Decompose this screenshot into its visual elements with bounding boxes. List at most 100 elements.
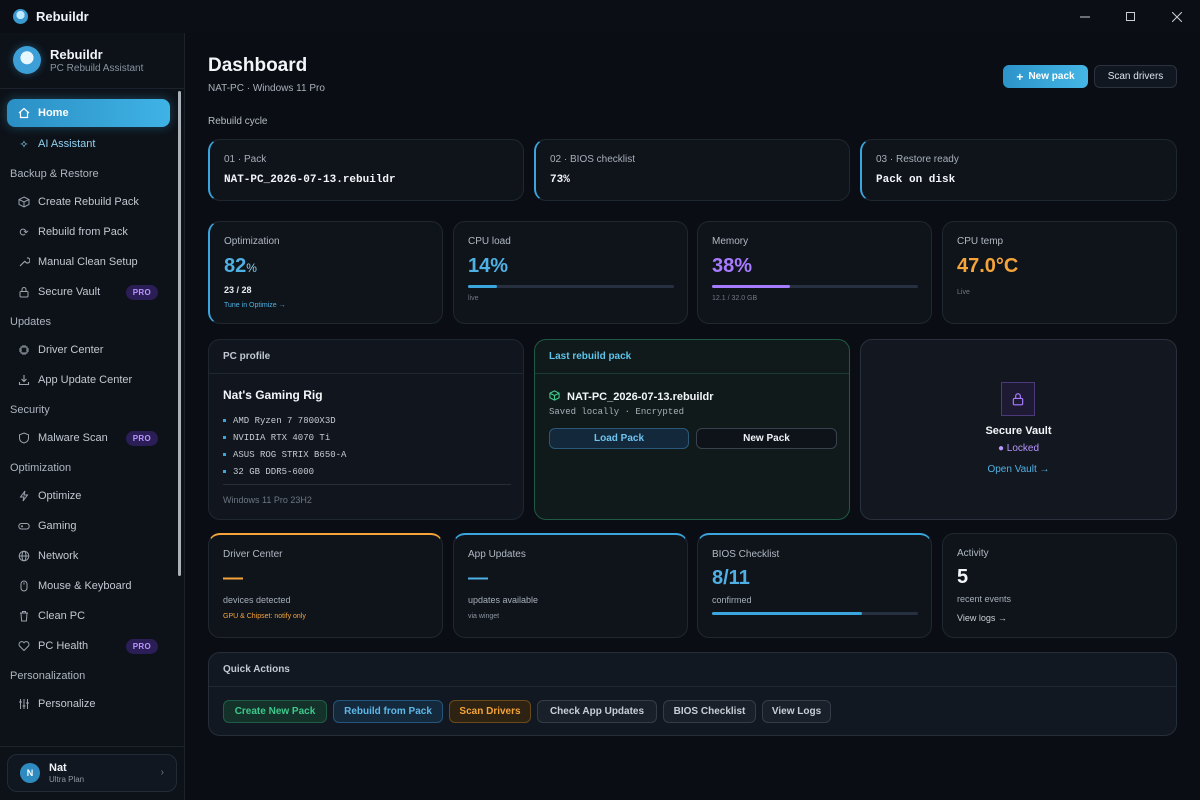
cycle-step-value: Pack on disk xyxy=(876,174,956,186)
load-pack-button[interactable]: Load Pack xyxy=(549,428,689,449)
cpu-load-label: CPU load xyxy=(468,236,511,247)
qa-view-logs-button[interactable]: View Logs xyxy=(762,700,831,723)
memory-bar-fill xyxy=(712,285,791,288)
sidebar-item-label: Personalize xyxy=(38,698,96,710)
sidebar-item-pc-health[interactable]: PC Health PRO xyxy=(7,631,170,661)
new-pack-label: New pack xyxy=(1028,71,1075,82)
app-updates-card[interactable]: App Updates — updates available via wing… xyxy=(453,533,688,638)
pro-badge: PRO xyxy=(125,285,158,300)
sidebar-item-label: Gaming xyxy=(38,520,77,532)
new-pack-secondary-button[interactable]: New Pack xyxy=(696,428,837,449)
sliders-icon xyxy=(18,698,30,710)
open-vault-link[interactable]: Open Vault → xyxy=(987,464,1050,475)
pro-badge: PRO xyxy=(125,639,158,654)
cycle-step-pack[interactable]: 01 · Pack NAT-PC_2026-07-13.rebuildr xyxy=(208,139,524,201)
qa-bios-checklist-button[interactable]: BIOS Checklist xyxy=(663,700,756,723)
user-name: Nat xyxy=(49,762,67,774)
main-content: Dashboard NAT-PC · Windows 11 Pro + New … xyxy=(185,33,1200,800)
driver-center-card[interactable]: Driver Center — devices detected GPU & C… xyxy=(208,533,443,638)
plus-icon: + xyxy=(1016,69,1024,84)
app-updates-note: via winget xyxy=(468,613,500,620)
maximize-icon xyxy=(1126,11,1135,21)
tune-optimize-link[interactable]: Tune in Optimize → xyxy=(224,302,286,309)
sidebar-section-optimization: Optimization xyxy=(10,462,72,474)
sidebar-bottom-divider xyxy=(0,746,184,747)
sidebar-section-personalization: Personalization xyxy=(10,670,86,682)
optimization-card[interactable]: Optimization 82% 23 / 28 Tune in Optimiz… xyxy=(208,221,443,324)
memory-label: Memory xyxy=(712,236,749,247)
memory-bar xyxy=(712,285,918,288)
new-pack-button[interactable]: + New pack xyxy=(1003,65,1088,88)
sidebar-scrollbar[interactable] xyxy=(178,91,181,576)
sidebar-item-optimize[interactable]: Optimize xyxy=(7,481,170,511)
sidebar-item-label: Home xyxy=(38,107,69,119)
app-updates-desc: updates available xyxy=(468,595,539,605)
sidebar-item-label: Manual Clean Setup xyxy=(38,256,138,268)
sidebar-divider xyxy=(0,88,184,89)
sidebar-item-rebuild-from-pack[interactable]: ⟳ Rebuild from Pack xyxy=(7,217,170,247)
sidebar-item-create-rebuild-pack[interactable]: Create Rebuild Pack xyxy=(7,187,170,217)
sidebar-item-app-update-center[interactable]: App Update Center xyxy=(7,365,170,395)
os-version: Windows 11 Pro 23H2 xyxy=(223,495,312,505)
sidebar-item-gaming[interactable]: Gaming xyxy=(7,511,170,541)
sidebar-item-home[interactable]: Home xyxy=(7,99,170,127)
page-title: Dashboard xyxy=(208,55,308,76)
sidebar-item-label: Driver Center xyxy=(38,344,104,356)
optimization-count: 23 / 28 xyxy=(224,285,252,295)
sidebar-item-network[interactable]: Network xyxy=(7,541,170,571)
bios-progress-bar xyxy=(712,612,918,615)
minimize-icon xyxy=(1080,16,1090,17)
sidebar-item-driver-center[interactable]: Driver Center xyxy=(7,335,170,365)
sidebar-item-label: Malware Scan xyxy=(38,432,108,444)
cpu-temp-label: CPU temp xyxy=(957,236,1004,247)
sidebar-item-label: Rebuild from Pack xyxy=(38,226,128,238)
activity-value: 5 xyxy=(957,566,969,588)
sidebar-item-label: Optimize xyxy=(38,490,82,502)
cycle-step-bios[interactable]: 02 · BIOS checklist 73% xyxy=(534,139,850,201)
close-button[interactable] xyxy=(1154,0,1200,33)
qa-scan-drivers-button[interactable]: Scan Drivers xyxy=(449,700,531,723)
qa-rebuild-from-pack-button[interactable]: Rebuild from Pack xyxy=(333,700,443,723)
brand-logo-icon xyxy=(13,46,41,74)
sidebar-item-ai-assistant[interactable]: ✧ AI Assistant xyxy=(7,129,170,159)
sidebar-item-manual-clean-setup[interactable]: Manual Clean Setup xyxy=(7,247,170,277)
sidebar-item-label: Create Rebuild Pack xyxy=(38,196,139,208)
qa-check-app-updates-button[interactable]: Check App Updates xyxy=(537,700,657,723)
heart-icon xyxy=(18,640,30,652)
spec-item: ASUS ROG STRIX B650-A xyxy=(223,446,346,463)
sidebar-item-clean-pc[interactable]: Clean PC xyxy=(7,601,170,631)
minimize-button[interactable] xyxy=(1062,0,1108,33)
home-icon xyxy=(18,107,30,119)
spec-item: NVIDIA RTX 4070 Ti xyxy=(223,429,346,446)
qa-create-new-pack-button[interactable]: Create New Pack xyxy=(223,700,327,723)
secure-vault-card[interactable]: Secure Vault ● Locked Open Vault → xyxy=(860,339,1177,520)
spec-item: 32 GB DDR5-6000 xyxy=(223,463,346,480)
brand: Rebuildr PC Rebuild Assistant xyxy=(13,46,143,74)
last-pack-title: Last rebuild pack xyxy=(549,351,632,362)
view-logs-link[interactable]: View logs → xyxy=(957,613,1007,623)
maximize-button[interactable] xyxy=(1108,0,1154,33)
activity-desc: recent events xyxy=(957,594,1012,604)
sidebar-nav: Home ✧ AI Assistant Backup & Restore Cre… xyxy=(0,99,178,719)
bios-checklist-card[interactable]: BIOS Checklist 8/11 confirmed xyxy=(697,533,932,638)
pc-profile-title: PC profile xyxy=(223,351,271,362)
user-card[interactable]: N Nat Ultra Plan › xyxy=(7,754,177,792)
activity-card[interactable]: Activity 5 recent events View logs → xyxy=(942,533,1177,638)
sidebar-item-malware-scan[interactable]: Malware Scan PRO xyxy=(7,423,170,453)
last-pack-header: Last rebuild pack xyxy=(535,340,849,374)
mouse-icon xyxy=(18,580,30,592)
sidebar-item-secure-vault[interactable]: Secure Vault PRO xyxy=(7,277,170,307)
sidebar-item-mouse-keyboard[interactable]: Mouse & Keyboard xyxy=(7,571,170,601)
scan-drivers-button[interactable]: Scan drivers xyxy=(1094,65,1177,88)
sparkle-icon: ✧ xyxy=(19,138,29,151)
cycle-step-restore[interactable]: 03 · Restore ready Pack on disk xyxy=(860,139,1177,201)
sidebar-item-personalize[interactable]: Personalize xyxy=(7,689,170,719)
memory-value: 38% xyxy=(712,255,753,277)
sidebar-section-updates: Updates xyxy=(10,316,51,328)
chip-icon xyxy=(18,344,30,356)
driver-center-label: Driver Center xyxy=(223,549,283,560)
cycle-step-label: 02 · BIOS checklist xyxy=(550,154,636,165)
bios-checklist-desc: confirmed xyxy=(712,595,752,605)
cycle-step-label: 03 · Restore ready xyxy=(876,154,959,165)
sidebar-item-label: AI Assistant xyxy=(38,138,96,150)
